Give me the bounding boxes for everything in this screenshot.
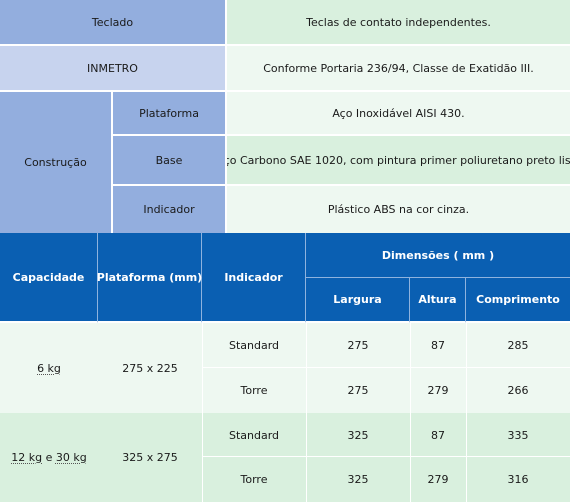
header-plataforma: Plataforma (mm) bbox=[97, 233, 202, 323]
height-value: 279 bbox=[427, 384, 449, 397]
capacity-value: 12 kg bbox=[11, 451, 43, 464]
spec-label-inmetro: INMETRO bbox=[0, 46, 227, 92]
header-altura: Altura bbox=[410, 278, 466, 323]
header-capacidade: Capacidade bbox=[0, 233, 98, 323]
grid-divider bbox=[202, 323, 203, 413]
spec-value-teclado: Teclas de contato independentes. bbox=[227, 0, 570, 46]
width-value: 325 bbox=[347, 473, 369, 486]
spec-sublabel-indicador: Indicador bbox=[113, 186, 227, 233]
length-value: 285 bbox=[507, 339, 529, 352]
grid-divider bbox=[202, 413, 203, 502]
spec-value-base: Aço Carbono SAE 1020, com pintura primer… bbox=[227, 136, 570, 186]
capacity-value: 30 kg bbox=[55, 451, 87, 464]
grid-divider bbox=[306, 323, 307, 413]
indicator-type: Torre bbox=[240, 384, 268, 397]
length-value: 266 bbox=[507, 384, 529, 397]
grid-divider bbox=[410, 413, 411, 502]
spec-value-inmetro: Conforme Portaria 236/94, Classe de Exat… bbox=[227, 46, 570, 92]
spec-value-indicador: Plástico ABS na cor cinza. bbox=[227, 186, 570, 233]
grid-divider bbox=[466, 323, 467, 413]
spec-label-construcao: Construção bbox=[0, 92, 113, 233]
height-value: 87 bbox=[431, 428, 445, 442]
spec-sublabel-base: Base bbox=[113, 136, 227, 186]
capacity-joiner: e bbox=[42, 451, 56, 464]
length-value: 316 bbox=[507, 473, 529, 486]
indicator-type: Standard bbox=[228, 428, 280, 442]
capacity-cell: 12 kg e 30 kg bbox=[0, 413, 98, 502]
header-comprimento: Comprimento bbox=[466, 278, 570, 323]
grid-divider bbox=[410, 323, 411, 413]
capacity-cell: 6 kg bbox=[0, 323, 98, 413]
dimensions-table: Capacidade Plataforma (mm) Indicador Dim… bbox=[0, 233, 570, 502]
platform-size: 325 x 275 bbox=[122, 451, 178, 464]
spec-label-teclado: Teclado bbox=[0, 0, 227, 46]
length-value: 335 bbox=[507, 428, 529, 442]
height-value: 279 bbox=[427, 473, 449, 486]
group-6kg: 6 kg 275 x 225 Standard 275 87 285 Torre… bbox=[0, 323, 570, 413]
width-value: 275 bbox=[347, 339, 369, 352]
width-value: 275 bbox=[347, 384, 369, 397]
spec-sublabel-plataforma: Plataforma bbox=[113, 92, 227, 136]
spec-value-plataforma: Aço Inoxidável AISI 430. bbox=[227, 92, 570, 136]
width-value: 325 bbox=[347, 428, 369, 442]
grid-divider bbox=[466, 413, 467, 502]
header-largura: Largura bbox=[306, 278, 410, 323]
indicator-type: Torre bbox=[240, 473, 268, 486]
grid-divider bbox=[306, 413, 307, 502]
grid-divider bbox=[202, 456, 570, 457]
header-indicador: Indicador bbox=[202, 233, 306, 323]
height-value: 87 bbox=[431, 339, 445, 352]
indicator-type: Standard bbox=[228, 339, 280, 352]
header-dimensoes: Dimensões ( mm ) bbox=[306, 233, 570, 278]
platform-size: 275 x 225 bbox=[122, 361, 178, 375]
spec-table: Teclado Teclas de contato independentes.… bbox=[0, 0, 570, 233]
grid-divider bbox=[202, 367, 570, 368]
capacity-value: 6 kg bbox=[37, 361, 61, 375]
group-12kg-30kg: 12 kg e 30 kg 325 x 275 Standard 325 87 … bbox=[0, 413, 570, 502]
